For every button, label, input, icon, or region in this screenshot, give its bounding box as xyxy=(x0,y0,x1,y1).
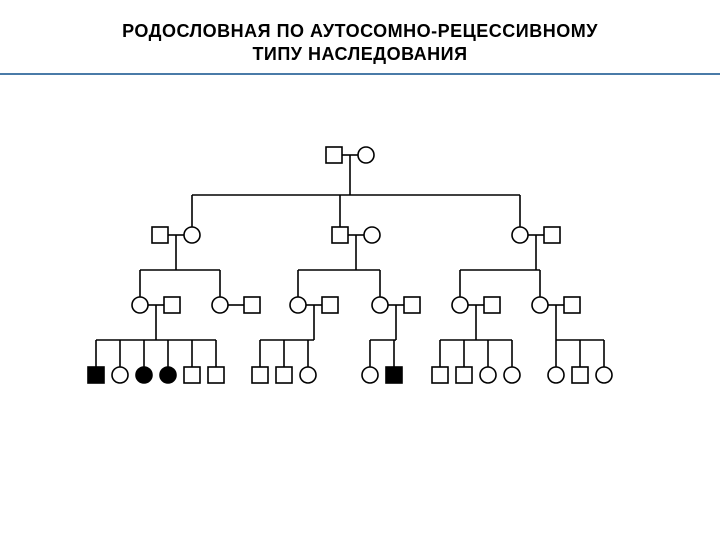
individual-III-1 xyxy=(132,297,148,313)
individual-I-1 xyxy=(326,147,342,163)
individual-III-8 xyxy=(404,297,420,313)
individual-IV-7 xyxy=(252,367,268,383)
title-underline xyxy=(0,73,720,75)
individual-IV-1 xyxy=(88,367,104,383)
individual-IV-15 xyxy=(504,367,520,383)
individual-II-3 xyxy=(332,227,348,243)
individual-II-5 xyxy=(512,227,528,243)
individual-IV-3 xyxy=(136,367,152,383)
page-title: РОДОСЛОВНАЯ ПО АУТОСОМНО-РЕЦЕССИВНОМУ ТИ… xyxy=(0,0,720,67)
individual-IV-14 xyxy=(480,367,496,383)
individual-IV-2 xyxy=(112,367,128,383)
individual-IV-16 xyxy=(548,367,564,383)
individual-IV-9 xyxy=(300,367,316,383)
individual-III-6 xyxy=(322,297,338,313)
pedigree-svg xyxy=(80,135,640,415)
individual-IV-5 xyxy=(184,367,200,383)
individual-III-7 xyxy=(372,297,388,313)
individual-I-2 xyxy=(358,147,374,163)
individual-IV-6 xyxy=(208,367,224,383)
individual-III-12 xyxy=(564,297,580,313)
individual-III-9 xyxy=(452,297,468,313)
individual-IV-10 xyxy=(362,367,378,383)
individual-IV-12 xyxy=(432,367,448,383)
individual-IV-13 xyxy=(456,367,472,383)
individual-III-10 xyxy=(484,297,500,313)
individual-IV-8 xyxy=(276,367,292,383)
individual-III-5 xyxy=(290,297,306,313)
individual-III-2 xyxy=(164,297,180,313)
pedigree-diagram xyxy=(80,135,640,415)
individual-III-4 xyxy=(244,297,260,313)
individual-II-2 xyxy=(184,227,200,243)
title-line-2: ТИПУ НАСЛЕДОВАНИЯ xyxy=(0,43,720,66)
individual-IV-17 xyxy=(572,367,588,383)
individual-IV-11 xyxy=(386,367,402,383)
individual-II-4 xyxy=(364,227,380,243)
individual-II-6 xyxy=(544,227,560,243)
individual-III-3 xyxy=(212,297,228,313)
title-line-1: РОДОСЛОВНАЯ ПО АУТОСОМНО-РЕЦЕССИВНОМУ xyxy=(0,20,720,43)
individual-II-1 xyxy=(152,227,168,243)
individual-IV-18 xyxy=(596,367,612,383)
individual-III-11 xyxy=(532,297,548,313)
individual-IV-4 xyxy=(160,367,176,383)
